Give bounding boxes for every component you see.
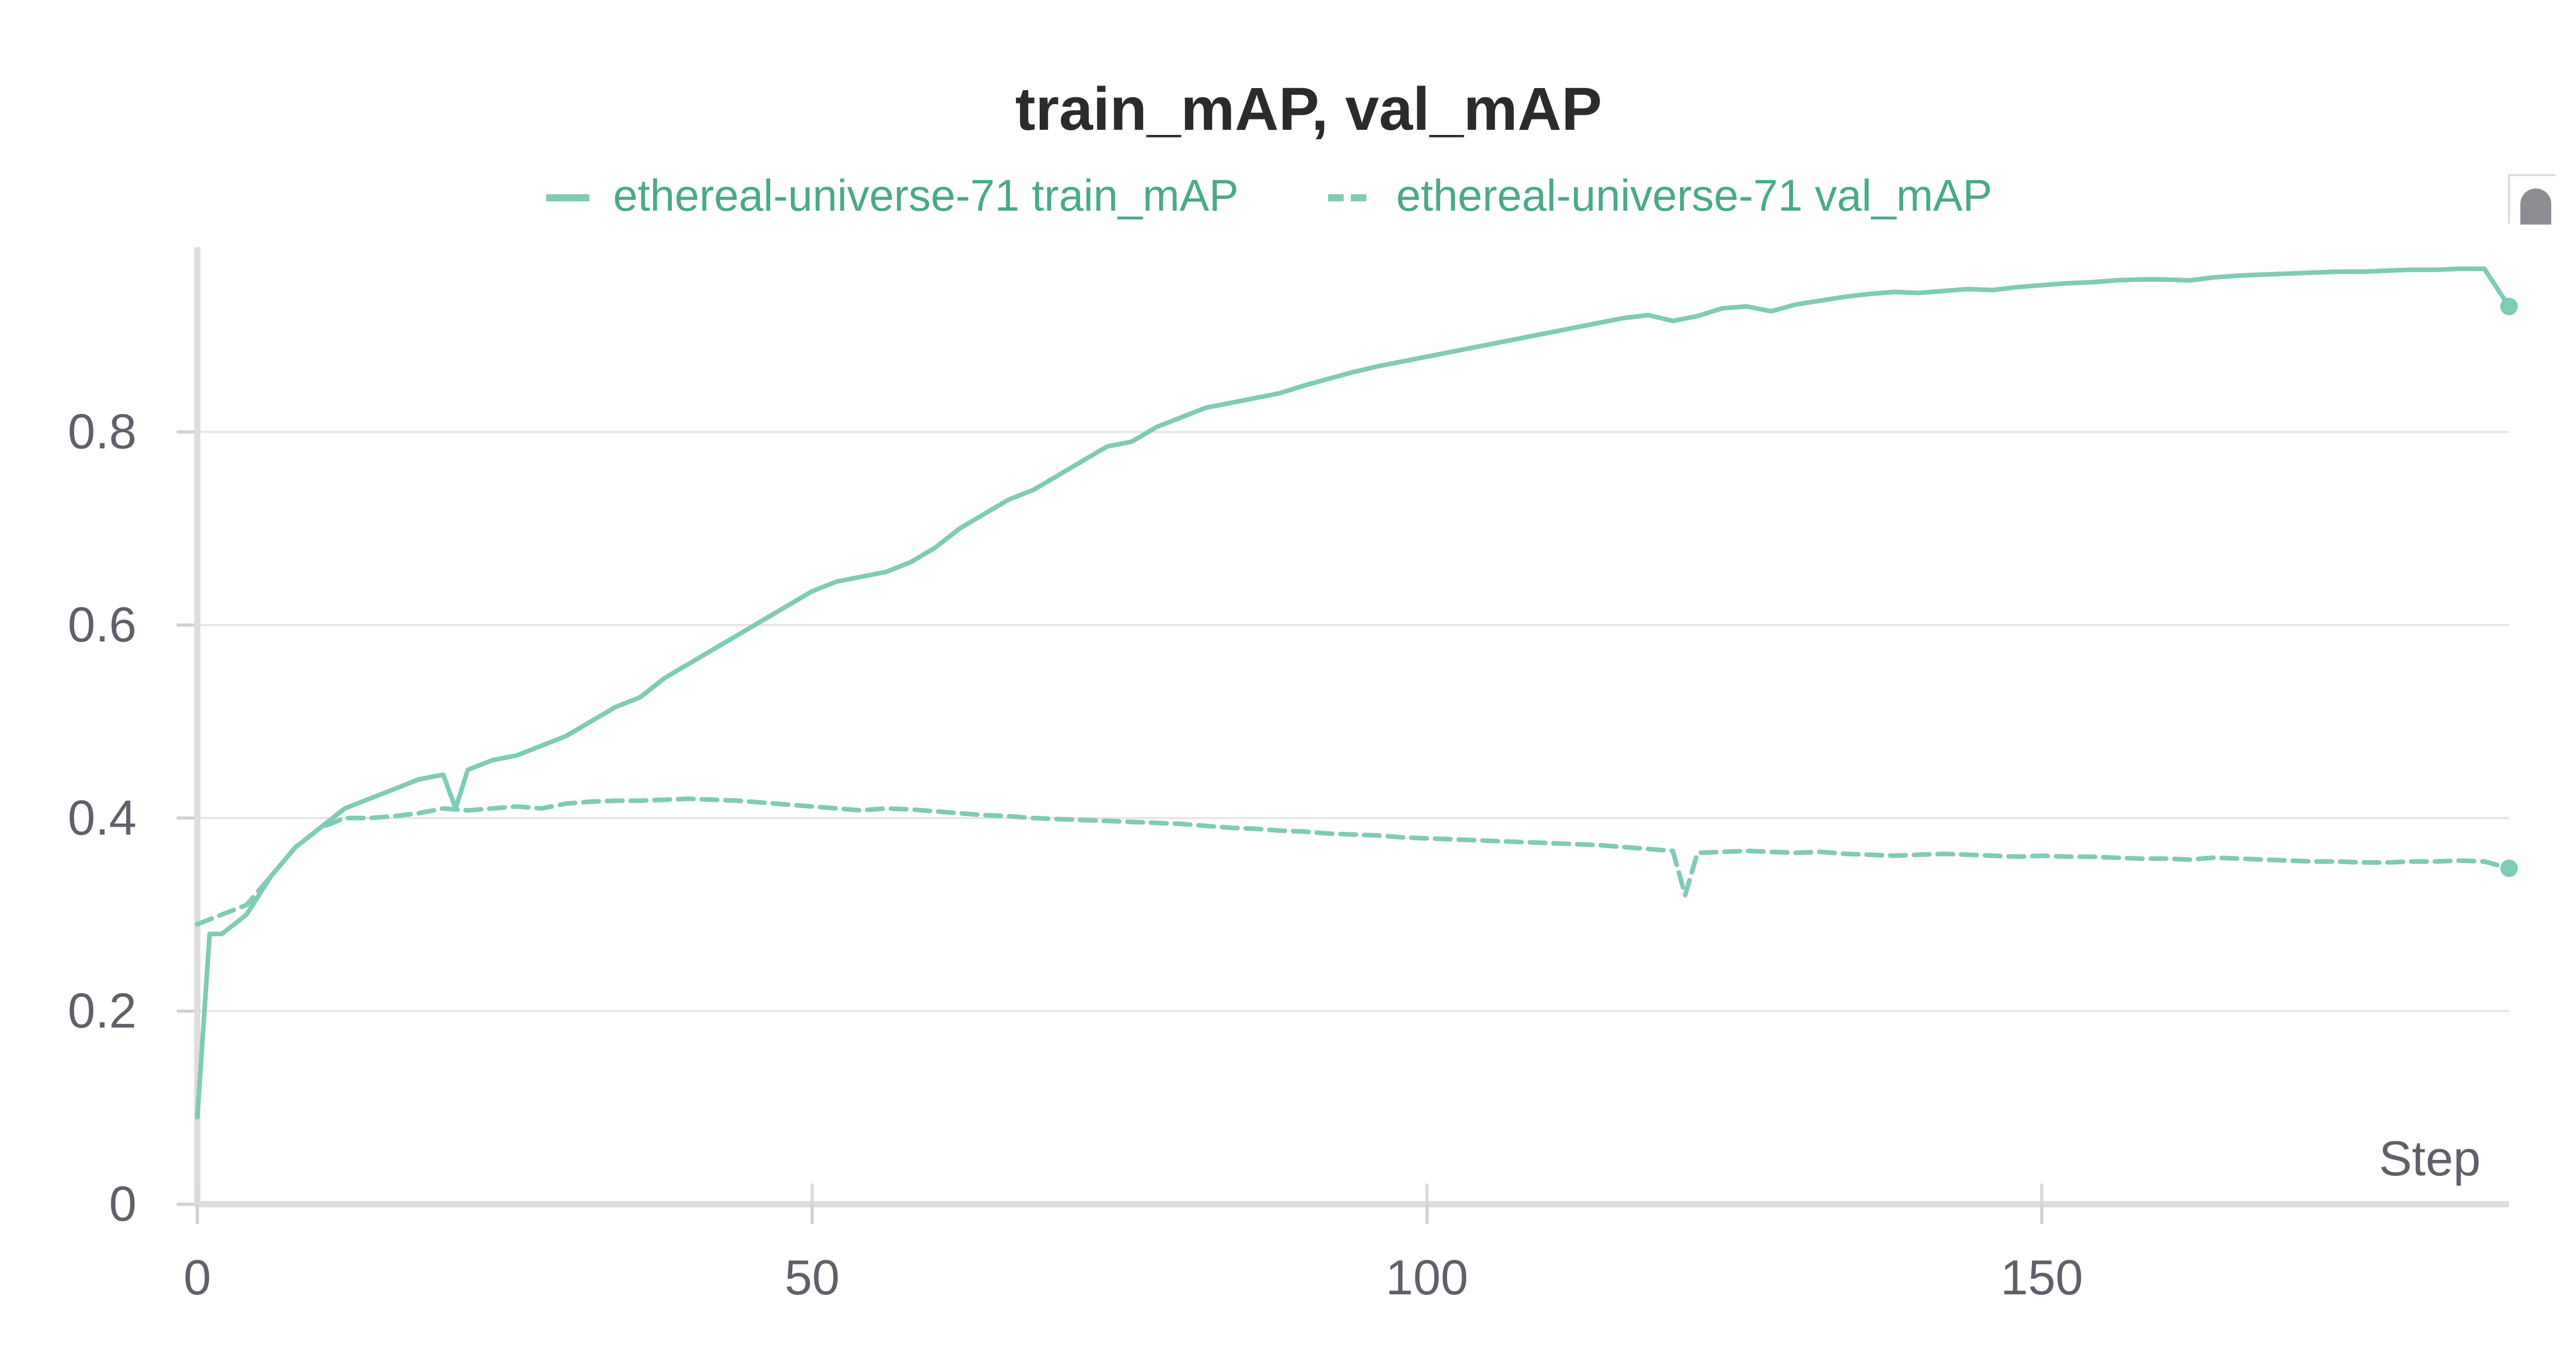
x-tick-label: 100 [1386, 1250, 1468, 1305]
legend-label-val: ethereal-universe-71 val_mAP [1396, 171, 1992, 220]
legend-label-train: ethereal-universe-71 train_mAP [613, 171, 1239, 220]
axes: 0 0.2 0.4 0.6 0.8 0 50 100 150 [68, 247, 2509, 1305]
series-end-marker [2500, 297, 2518, 315]
y-tick-label: 0.4 [68, 790, 137, 845]
legend-item-train[interactable]: ethereal-universe-71 train_mAP [546, 171, 1239, 220]
x-tick-label: 50 [785, 1250, 840, 1305]
legend-item-val[interactable]: ethereal-universe-71 val_mAP [1328, 171, 1992, 220]
series-end-marker [2500, 859, 2518, 877]
series-line-val[interactable] [195, 796, 2512, 927]
x-axis-label: Step [2379, 1131, 2481, 1186]
chart-title: train_mAP, val_mAP [1015, 75, 1602, 143]
y-tick-label: 0.8 [68, 404, 137, 459]
legend: ethereal-universe-71 train_mAP ethereal-… [546, 171, 1992, 220]
y-tick-label: 0.6 [68, 597, 137, 652]
gridlines [197, 431, 2509, 1013]
x-tick-label: 150 [2001, 1250, 2083, 1305]
plot-area [195, 266, 2518, 1120]
y-tick-label: 0 [109, 1176, 137, 1232]
series-line-train[interactable] [195, 266, 2512, 1120]
x-tick-label: 0 [183, 1250, 211, 1305]
panel-menu-icon[interactable] [2508, 174, 2555, 225]
y-tick-label: 0.2 [68, 983, 137, 1038]
